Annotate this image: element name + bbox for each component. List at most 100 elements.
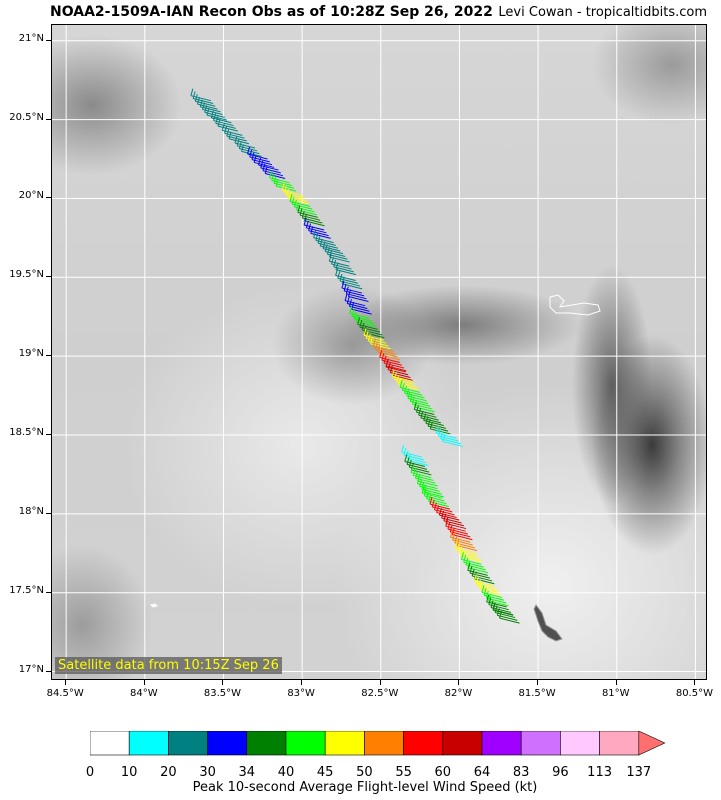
wind-barb bbox=[481, 585, 509, 607]
wind-colorbar bbox=[90, 731, 666, 756]
wind-barb bbox=[379, 350, 407, 372]
recon-aircraft-icon bbox=[533, 604, 563, 642]
colorbar-extend-arrow bbox=[638, 731, 666, 756]
lat-tick-mark bbox=[46, 434, 51, 435]
colorbar-tick-label: 10 bbox=[120, 765, 138, 780]
wind-barb bbox=[399, 380, 427, 402]
colorbar-tick-label: 83 bbox=[512, 765, 530, 780]
wind-barb bbox=[335, 268, 363, 290]
colorbar-swatch bbox=[285, 731, 326, 756]
lat-tick-label: 17°N bbox=[18, 663, 44, 675]
lat-tick-mark bbox=[46, 355, 51, 357]
wind-barb bbox=[199, 99, 228, 121]
colorbar-tick-label: 30 bbox=[199, 765, 216, 780]
lat-tick-mark bbox=[46, 591, 51, 593]
wind-barb bbox=[328, 254, 357, 276]
wind-barb bbox=[258, 157, 286, 179]
lon-tick-label: 81.5°W bbox=[518, 688, 556, 699]
lat-tick-label: 18°N bbox=[18, 505, 44, 517]
lon-tick-mark bbox=[694, 680, 696, 685]
wind-barb bbox=[416, 476, 445, 498]
wind-barb bbox=[281, 183, 309, 205]
wind-barb bbox=[404, 454, 432, 476]
colorbar-tick-label: 113 bbox=[587, 765, 612, 780]
lat-tick-mark bbox=[46, 39, 51, 41]
colorbar-tick-label: 40 bbox=[277, 765, 295, 780]
colorbar-swatch bbox=[560, 731, 600, 756]
wind-barb bbox=[322, 241, 350, 263]
colorbar-tick-label: 45 bbox=[316, 765, 334, 780]
colorbar-tick-label: 55 bbox=[395, 765, 412, 780]
colorbar-swatch bbox=[90, 731, 130, 756]
wind-barb bbox=[423, 413, 451, 435]
wind-barb bbox=[401, 444, 429, 466]
colorbar-tick-label: 137 bbox=[626, 765, 652, 780]
wind-barb bbox=[344, 293, 372, 315]
colorbar-swatch bbox=[207, 731, 248, 756]
wind-barb bbox=[210, 110, 239, 132]
lon-tick-mark bbox=[143, 680, 145, 685]
wind-barb bbox=[221, 123, 250, 145]
colorbar-swatch bbox=[168, 731, 208, 756]
colorbar-tick-label: 60 bbox=[434, 765, 452, 780]
colorbar-swatch bbox=[442, 731, 483, 756]
colorbar-tick-label: 34 bbox=[238, 765, 256, 780]
colorbar-label: Peak 10-second Average Flight-level Wind… bbox=[192, 780, 538, 795]
lon-tick-mark bbox=[537, 680, 539, 685]
lon-tick-label: 84°W bbox=[130, 688, 158, 699]
wind-barb bbox=[438, 508, 467, 530]
lat-tick-label: 18.5°N bbox=[9, 427, 44, 438]
lon-tick-mark bbox=[458, 680, 460, 685]
lat-tick-label: 21°N bbox=[18, 32, 44, 44]
colorbar-tick-label: 96 bbox=[552, 765, 569, 780]
grand-cayman-outline bbox=[549, 294, 601, 316]
lat-tick-label: 19.5°N bbox=[9, 269, 44, 281]
wind-barb bbox=[341, 280, 369, 302]
lat-tick-mark bbox=[46, 670, 51, 672]
wind-barb bbox=[473, 574, 501, 596]
colorbar-swatch bbox=[324, 731, 365, 756]
wind-barb bbox=[435, 426, 464, 448]
wind-barb bbox=[449, 530, 478, 552]
wind-barb bbox=[391, 369, 419, 391]
wind-barb bbox=[313, 230, 341, 252]
lon-tick-mark bbox=[222, 680, 224, 685]
wind-barb bbox=[413, 402, 441, 424]
wind-barb bbox=[289, 194, 317, 216]
colorbar-swatch bbox=[599, 731, 640, 756]
colorbar-swatch bbox=[246, 731, 287, 756]
wind-barb bbox=[421, 485, 449, 507]
lat-tick-mark bbox=[46, 276, 51, 278]
lon-tick-mark bbox=[615, 680, 617, 685]
lat-tick-mark bbox=[46, 197, 51, 199]
lat-tick-label: 20°N bbox=[18, 190, 44, 202]
satellite-map bbox=[51, 24, 707, 680]
lon-tick-label: 83.5°W bbox=[203, 688, 242, 699]
map-title: NOAA2-1509A-IAN Recon Obs as of 10:28Z S… bbox=[50, 4, 493, 20]
colorbar-swatch bbox=[520, 731, 561, 756]
wind-barb bbox=[429, 496, 457, 519]
colorbar-tick-label: 50 bbox=[356, 765, 373, 780]
lon-tick-label: 82°W bbox=[444, 688, 473, 699]
lon-tick-mark bbox=[379, 680, 381, 685]
map-overlay bbox=[52, 25, 706, 679]
author-credit: Levi Cowan - tropicaltidbits.com bbox=[498, 5, 707, 20]
colorbar-swatch bbox=[364, 731, 404, 756]
lon-tick-label: 81°W bbox=[601, 688, 630, 699]
wind-barb bbox=[349, 306, 377, 328]
colorbar-tick-label: 64 bbox=[473, 765, 491, 780]
lat-tick-label: 17.5°N bbox=[9, 584, 44, 596]
little-cayman-outline bbox=[150, 603, 158, 608]
wind-barb bbox=[372, 339, 401, 361]
colorbar-swatch bbox=[128, 731, 169, 756]
lon-tick-mark bbox=[65, 680, 67, 685]
lon-tick-label: 83°W bbox=[287, 688, 315, 699]
lon-tick-label: 82.5°W bbox=[361, 688, 399, 699]
wind-barb bbox=[269, 170, 297, 192]
lat-tick-label: 20.5°N bbox=[9, 111, 44, 123]
colorbar-tick-label: 0 bbox=[85, 765, 95, 780]
wind-barb bbox=[247, 146, 275, 168]
lon-tick-label: 80.5°W bbox=[675, 688, 713, 699]
colorbar-tick-label: 20 bbox=[160, 765, 177, 780]
lat-tick-mark bbox=[46, 512, 51, 514]
